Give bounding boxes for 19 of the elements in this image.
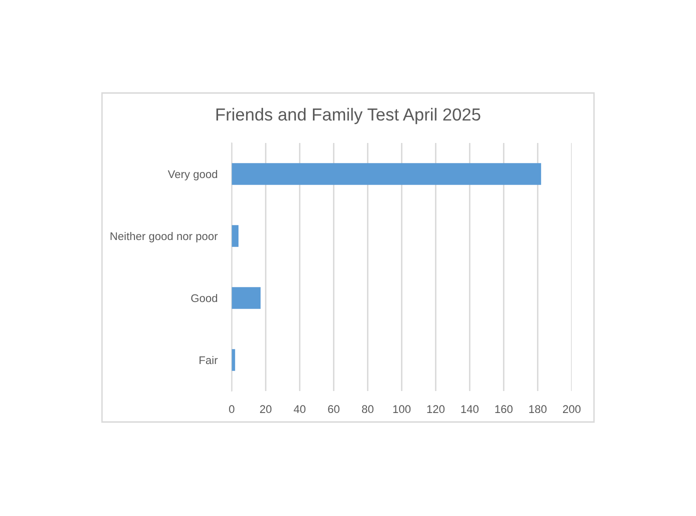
x-tick-label: 60 [328, 405, 340, 414]
x-tick-label: 120 [427, 405, 445, 414]
bar [232, 225, 238, 247]
x-tick-label: 200 [562, 405, 581, 414]
x-tick-label: 140 [461, 405, 479, 414]
x-tick-label: 100 [393, 405, 411, 414]
y-tick-label: Fair [200, 356, 218, 364]
y-tick-label: Very good [168, 170, 218, 180]
x-tick-label: 40 [294, 405, 306, 414]
x-tick-label: 180 [529, 405, 547, 414]
x-tick-label: 20 [260, 405, 272, 414]
chart-title: Friends and Family Test April 2025 [216, 108, 480, 124]
x-tick-label: 160 [495, 405, 513, 414]
bar [232, 287, 261, 309]
y-tick-label: Neither good nor poor [110, 232, 218, 242]
y-tick-label: Good [191, 294, 218, 302]
bar [232, 163, 542, 185]
x-tick-label: 80 [362, 405, 374, 414]
x-tick-label: 0 [229, 405, 234, 414]
